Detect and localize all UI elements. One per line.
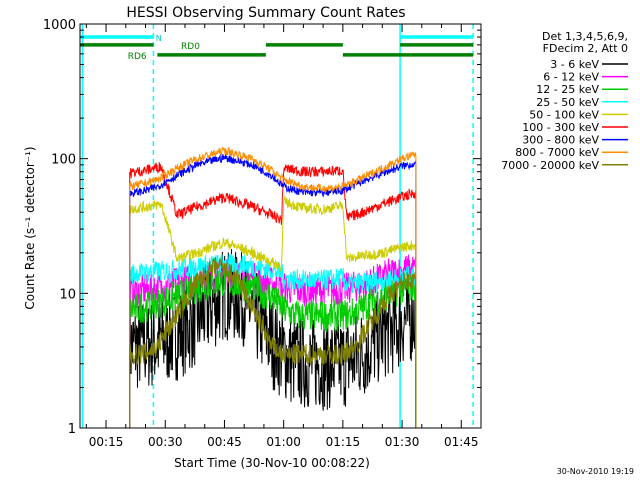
legend-label: 12 - 25 keV [536, 83, 599, 96]
x-tick-label: 01:15 [326, 435, 361, 449]
state-label-n: N [156, 34, 162, 43]
series-line-6 [129, 162, 417, 428]
series-line-1 [129, 248, 417, 428]
legend-label: 7000 - 20000 keV [501, 159, 599, 172]
y-tick-label: 10 [59, 287, 76, 302]
legend-label: 800 - 7000 keV [515, 146, 599, 159]
timestamp: 30-Nov-2010 19:19 [557, 467, 634, 476]
y-tick-label: 1 [68, 422, 76, 437]
x-tick-label: 00:30 [148, 435, 183, 449]
state-label-rd0: RD0 [181, 42, 200, 52]
legend-label: 300 - 800 keV [522, 134, 599, 147]
plot-frame [79, 23, 482, 429]
plot-area [80, 24, 474, 428]
x-tick-label: 00:45 [207, 435, 242, 449]
legend-label: 100 - 300 keV [522, 121, 599, 134]
series-line-5 [129, 196, 417, 428]
x-tick-label: 00:15 [89, 435, 124, 449]
series-line-4 [129, 253, 417, 428]
series-line-8 [129, 146, 417, 428]
legend-label: 6 - 12 keV [543, 71, 599, 84]
series-line-9 [129, 256, 417, 428]
x-tick-label: 01:30 [385, 435, 420, 449]
legend-label: 25 - 50 keV [536, 96, 599, 109]
chart-title: HESSI Observing Summary Count Rates [126, 5, 405, 21]
legend-label: 3 - 6 keV [550, 58, 599, 71]
x-axis-label: Start Time (30-Nov-10 00:08:22) [174, 456, 370, 470]
legend-header-line-1: Det 1,3,4,5,6,9, [542, 30, 628, 43]
series-line-7 [129, 153, 417, 428]
y-tick-label: 1000 [43, 18, 76, 33]
state-label-rd6: RD6 [128, 52, 147, 62]
legend-label: 50 - 100 keV [529, 108, 599, 121]
y-axis-label: Count Rate (s⁻¹ detector⁻¹) [23, 146, 37, 309]
y-tick-label: 100 [51, 153, 76, 168]
legend-header-line-2: FDecim 2, Att 0 [543, 42, 628, 55]
series-line-3 [129, 265, 417, 428]
x-tick-label: 01:45 [444, 435, 479, 449]
x-tick-label: 01:00 [266, 435, 301, 449]
